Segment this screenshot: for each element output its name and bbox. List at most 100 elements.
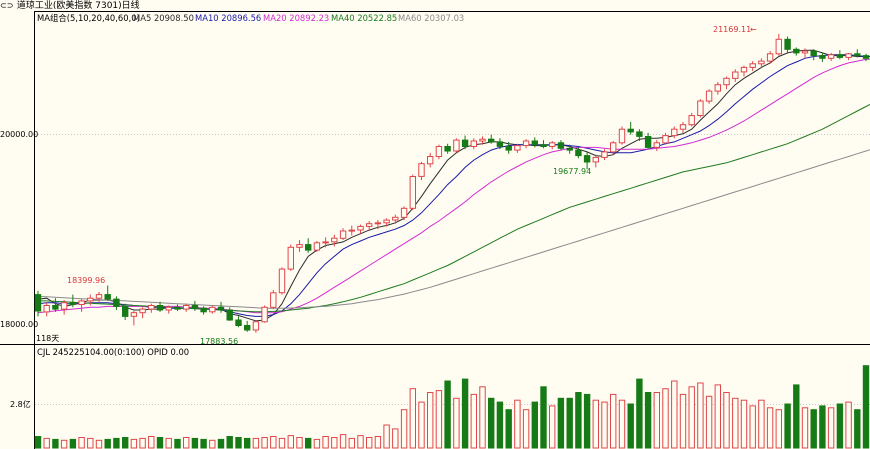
candle[interactable] — [810, 49, 817, 61]
candle[interactable] — [540, 140, 547, 149]
candle[interactable] — [461, 135, 469, 150]
candle[interactable] — [409, 174, 417, 211]
candle[interactable] — [740, 65, 748, 77]
candle[interactable] — [95, 291, 103, 302]
candle[interactable] — [496, 138, 504, 150]
candle[interactable] — [78, 299, 85, 312]
candle[interactable] — [200, 306, 207, 315]
candle[interactable] — [784, 36, 791, 53]
candle[interactable] — [278, 267, 286, 295]
candle[interactable] — [662, 132, 669, 145]
candle[interactable] — [139, 307, 146, 319]
candle[interactable] — [392, 214, 399, 224]
candle[interactable] — [296, 240, 303, 252]
candle[interactable] — [453, 138, 460, 153]
candle[interactable] — [862, 53, 870, 62]
candle[interactable] — [122, 303, 129, 321]
candle[interactable] — [514, 143, 521, 153]
candle[interactable] — [610, 141, 617, 155]
candle[interactable] — [183, 303, 190, 312]
candle[interactable] — [226, 307, 233, 321]
candle[interactable] — [566, 144, 573, 154]
candle[interactable] — [793, 47, 800, 56]
candle[interactable] — [618, 126, 626, 145]
candle[interactable] — [766, 51, 774, 64]
candle[interactable] — [505, 141, 512, 154]
candle[interactable] — [679, 121, 687, 133]
candle[interactable] — [592, 154, 599, 168]
candle[interactable] — [322, 237, 329, 248]
candle[interactable] — [217, 301, 225, 313]
candle[interactable] — [270, 290, 277, 310]
candle[interactable] — [653, 140, 660, 152]
candle[interactable] — [418, 161, 425, 181]
candle[interactable] — [470, 138, 478, 150]
candle[interactable] — [366, 220, 373, 231]
candle[interactable] — [43, 302, 50, 317]
candle[interactable] — [427, 152, 434, 168]
candle[interactable] — [627, 121, 634, 135]
candle[interactable] — [575, 147, 582, 159]
candle[interactable] — [801, 48, 809, 59]
candle[interactable] — [34, 290, 42, 317]
candle[interactable] — [52, 298, 59, 312]
candle[interactable] — [819, 52, 826, 62]
candle[interactable] — [479, 136, 486, 145]
candle[interactable] — [732, 69, 739, 82]
candle[interactable] — [383, 218, 390, 227]
candle[interactable] — [331, 234, 338, 247]
candle[interactable] — [287, 244, 295, 271]
candle[interactable] — [775, 33, 782, 56]
candle[interactable] — [400, 206, 408, 221]
candle[interactable] — [444, 143, 451, 154]
candle[interactable] — [827, 52, 835, 62]
candle[interactable] — [688, 112, 695, 127]
candle[interactable] — [836, 50, 844, 60]
candle[interactable] — [374, 220, 382, 230]
candle[interactable] — [705, 89, 713, 104]
candle[interactable] — [261, 305, 268, 323]
candle[interactable] — [749, 61, 756, 72]
candle[interactable] — [313, 240, 321, 252]
volume-bars[interactable] — [34, 365, 870, 449]
candle[interactable] — [435, 144, 443, 160]
candle[interactable] — [758, 58, 765, 69]
candle[interactable] — [697, 99, 704, 118]
candle[interactable] — [488, 134, 495, 144]
candle[interactable] — [339, 228, 347, 241]
candle[interactable] — [583, 151, 591, 170]
candlesticks[interactable] — [34, 33, 870, 333]
stock-chart-icon[interactable]: ⊂⊃ — [0, 1, 14, 10]
candle[interactable] — [549, 141, 556, 150]
candle[interactable] — [104, 285, 111, 301]
candle[interactable] — [156, 301, 164, 312]
candle[interactable] — [714, 81, 721, 95]
candle[interactable] — [348, 225, 356, 236]
candle[interactable] — [357, 224, 364, 234]
candle[interactable] — [723, 76, 730, 90]
candle[interactable] — [845, 52, 852, 61]
candle[interactable] — [60, 300, 68, 315]
candle[interactable] — [191, 300, 199, 311]
candle[interactable] — [671, 126, 678, 139]
candle[interactable] — [69, 294, 77, 308]
candle[interactable] — [165, 305, 172, 314]
candle[interactable] — [601, 149, 608, 161]
candle[interactable] — [209, 305, 216, 314]
candle[interactable] — [130, 310, 138, 326]
candle[interactable] — [252, 320, 260, 333]
candle[interactable] — [148, 303, 155, 313]
candle[interactable] — [305, 238, 312, 253]
candle[interactable] — [87, 294, 94, 306]
candle[interactable] — [244, 320, 251, 332]
candle[interactable] — [113, 296, 120, 311]
candle[interactable] — [636, 129, 643, 142]
candle[interactable] — [644, 132, 652, 150]
candle[interactable] — [531, 137, 538, 148]
candle[interactable] — [557, 140, 565, 151]
candle[interactable] — [174, 304, 181, 311]
candle[interactable] — [235, 316, 242, 328]
candle[interactable] — [522, 139, 530, 149]
ma-group-label[interactable]: MA组合(5,10,20,40,60,0) — [37, 13, 140, 23]
